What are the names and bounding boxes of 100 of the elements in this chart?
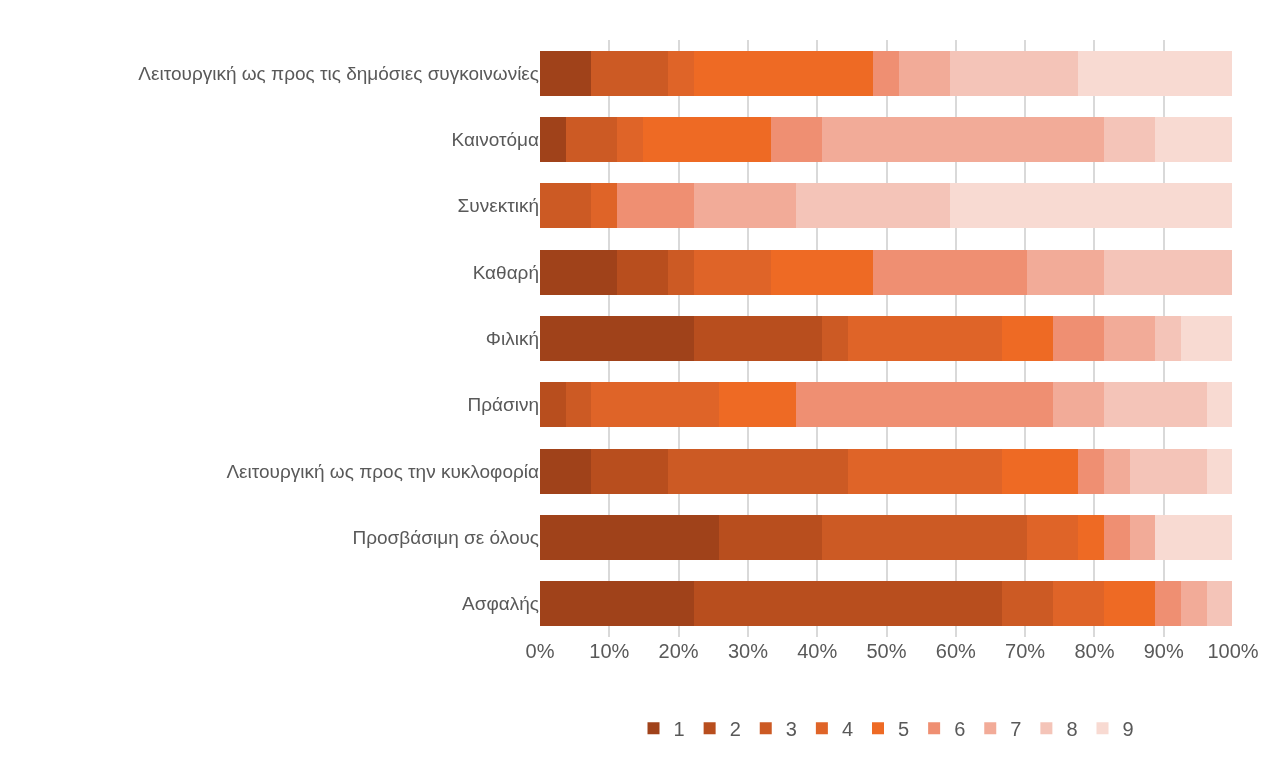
bar (1129, 448, 1207, 494)
y-tick-label: Συνεκτική (457, 195, 539, 217)
bar (1155, 315, 1182, 362)
legend-label: 4 (841, 717, 853, 740)
bar (1104, 514, 1130, 561)
bar (1027, 249, 1105, 295)
bar (668, 50, 694, 96)
bar (719, 514, 823, 561)
x-tick-label: 10% (589, 640, 630, 662)
bar (693, 183, 797, 229)
y-tick-label: Φιλική (485, 328, 539, 350)
bar (565, 116, 617, 163)
x-tick-label: 40% (797, 640, 838, 662)
bar (642, 116, 771, 163)
legend-label: 8 (1066, 717, 1078, 740)
bar (1001, 581, 1053, 627)
bar (822, 116, 1105, 163)
bar (540, 448, 592, 494)
bar (540, 581, 694, 627)
bar (540, 382, 566, 428)
bar (950, 50, 1079, 96)
bar (1155, 116, 1233, 163)
bar (822, 514, 1028, 561)
bar (796, 382, 1053, 428)
bar (847, 315, 1002, 362)
bar (1104, 315, 1156, 362)
x-tick-label: 30% (727, 640, 769, 662)
bar (898, 50, 951, 96)
bar (1104, 581, 1156, 627)
y-tick-label: Ασφαλής (462, 593, 539, 615)
x-tick-label: 50% (866, 640, 907, 662)
x-tick-label: 100% (1207, 640, 1259, 662)
bar (770, 116, 823, 163)
bar (591, 382, 720, 428)
bar (1052, 382, 1105, 428)
bar (1052, 581, 1105, 627)
x-tick-label: 0% (525, 640, 555, 662)
bar (1155, 514, 1233, 561)
bar (591, 183, 617, 229)
bar (693, 581, 1002, 627)
bar (1027, 514, 1079, 561)
bar (1104, 116, 1156, 163)
bar (616, 116, 643, 163)
y-tick-label: Καθαρή (472, 261, 539, 283)
bar (1181, 581, 1207, 627)
bar (540, 315, 694, 362)
bar (668, 448, 848, 494)
y-tick-label: Λειτουργική ως προς την κυκλοφορία (226, 460, 539, 482)
bar (1001, 315, 1053, 362)
bar (693, 315, 823, 362)
bar (1104, 448, 1130, 494)
bar (1078, 448, 1105, 494)
bar (1104, 249, 1233, 295)
bar (616, 183, 694, 229)
bar (873, 50, 899, 96)
bar (540, 50, 592, 96)
bar (719, 382, 797, 428)
bar (1155, 581, 1182, 627)
bar (796, 183, 951, 229)
bar (822, 315, 848, 362)
bar (1206, 581, 1233, 627)
bar (565, 382, 592, 428)
bar (1078, 514, 1105, 561)
bar (1206, 382, 1233, 428)
bar (540, 249, 617, 295)
legend-label: 3 (785, 717, 797, 740)
bar (668, 249, 694, 295)
legend-label: 1 (673, 717, 685, 740)
bar (540, 183, 592, 229)
bar (1078, 50, 1233, 96)
legend-label: 7 (1010, 717, 1022, 740)
x-tick-label: 70% (1005, 640, 1046, 662)
y-tick-label: Πράσινη (467, 394, 539, 416)
bar (616, 249, 669, 295)
bar (1104, 382, 1207, 428)
x-tick-label: 20% (658, 640, 699, 662)
bar (873, 249, 1028, 295)
bar (1206, 448, 1233, 494)
bar (693, 50, 874, 96)
x-tick-label: 80% (1074, 640, 1115, 662)
bar (1001, 448, 1079, 494)
y-tick-label: Λειτουργική ως προς τις δημόσιες συγκοινωνίες (138, 62, 539, 84)
y-tick-label: Καινοτόμα (451, 129, 540, 151)
bar (591, 448, 669, 494)
legend-label: 2 (729, 717, 741, 740)
bar (591, 50, 669, 96)
bar (847, 448, 1002, 494)
bar (1052, 315, 1105, 362)
legend-label: 9 (1122, 717, 1134, 740)
legend-label: 5 (898, 717, 910, 740)
x-tick-label: 90% (1143, 640, 1184, 662)
bar (540, 116, 566, 163)
bar (950, 183, 1233, 229)
x-tick-label: 60% (935, 640, 977, 662)
y-tick-label: Προσβάσιμη σε όλους (352, 527, 539, 549)
legend-label: 6 (954, 717, 966, 740)
bar (770, 249, 874, 295)
bar (1181, 315, 1233, 362)
bar (1129, 514, 1156, 561)
bar (693, 249, 771, 295)
